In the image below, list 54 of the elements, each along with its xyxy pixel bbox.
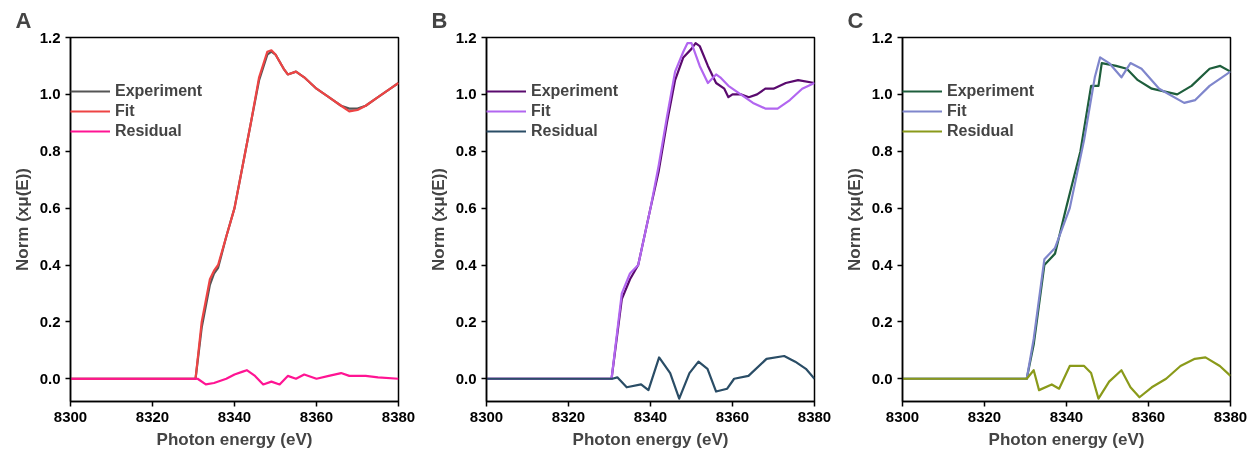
y-tick-label: 0.6 [455, 199, 477, 217]
x-tick-label: 8340 [633, 407, 668, 425]
x-tick-label: 8300 [469, 407, 504, 425]
text: 1.0 [455, 85, 477, 103]
x-tick-label: 8380 [1213, 407, 1248, 425]
y-tick-label: 0.6 [39, 199, 61, 217]
x-tick-label: 8340 [217, 407, 252, 425]
y-tick-label: 0.2 [455, 312, 477, 330]
x-tick-label: 8340 [1049, 407, 1084, 425]
y-tick-label: 0.8 [455, 142, 477, 160]
y-tick-label: 1.2 [455, 28, 477, 46]
x-axis-title: Photon energy (eV) [988, 429, 1145, 449]
x-tick-label: 8360 [299, 407, 334, 425]
legend-label: Experiment [531, 82, 619, 100]
x-tick-label: 8300 [885, 407, 920, 425]
legend-label: Experiment [115, 82, 203, 100]
chart-title: C [847, 7, 864, 33]
y-tick-label: 0.4 [39, 256, 62, 273]
text: 0.0 [39, 369, 61, 387]
y-tick-label: 0.2 [39, 312, 61, 330]
y-tick-label: 1.2 [871, 28, 893, 46]
legend-label: Experiment [947, 82, 1035, 100]
y-tick-label: 0.6 [871, 199, 893, 217]
y-tick-label: 0.8 [871, 142, 893, 160]
x-tick-label: 8320 [967, 407, 1002, 425]
x-tick-label: 8320 [551, 407, 586, 425]
x-tick-label: 8360 [1131, 407, 1166, 425]
chart-title: B [431, 7, 448, 33]
x-axis-title: Photon energy (eV) [156, 429, 313, 449]
x-tick-label: 8380 [797, 407, 832, 425]
y-tick-label: 0.8 [39, 142, 61, 160]
y-axis-title: Norm (xμ(E)) [428, 168, 448, 271]
legend-label: Fit [115, 102, 135, 120]
legend-label: Residual [115, 122, 182, 140]
x-axis-title: Photon energy (eV) [572, 429, 729, 449]
text: 0.0 [871, 369, 893, 387]
y-tick-label: 1.2 [39, 28, 61, 46]
x-tick-label: 8300 [53, 407, 88, 425]
legend-label: Residual [531, 122, 598, 140]
x-tick-label: 8380 [381, 407, 416, 425]
text: 1.0 [39, 85, 61, 103]
x-tick-label: 8320 [135, 407, 170, 425]
y-tick-label: 0.4 [871, 256, 894, 273]
x-tick-label: 8360 [715, 407, 750, 425]
chart-title: A [15, 7, 32, 33]
text: 0.0 [455, 369, 477, 387]
legend-label: Fit [531, 102, 551, 120]
y-tick-label: 0.2 [871, 312, 893, 330]
legend-label: Fit [947, 102, 967, 120]
y-axis-title: Norm (xμ(E)) [12, 168, 32, 271]
legend-label: Residual [947, 122, 1014, 140]
y-tick-label: 0.4 [455, 256, 478, 273]
y-axis-title: Norm (xμ(E)) [844, 168, 864, 271]
text: 1.0 [871, 85, 893, 103]
